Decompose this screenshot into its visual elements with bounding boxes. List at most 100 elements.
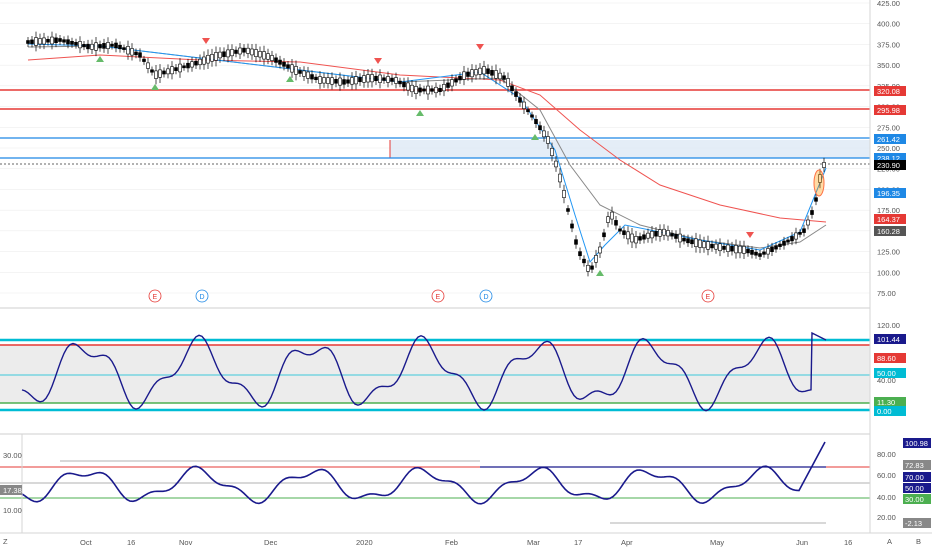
candle bbox=[502, 75, 506, 80]
candle bbox=[370, 74, 374, 83]
candle bbox=[70, 40, 74, 45]
candle bbox=[174, 67, 178, 71]
svg-text:88.60: 88.60 bbox=[877, 354, 896, 363]
candle bbox=[182, 65, 186, 69]
candle bbox=[406, 82, 410, 91]
candle bbox=[598, 246, 602, 254]
candle bbox=[26, 40, 30, 44]
candle bbox=[350, 77, 354, 85]
buy-signal-icon bbox=[151, 84, 159, 90]
candle bbox=[318, 76, 322, 84]
candle bbox=[82, 44, 86, 48]
candle bbox=[550, 148, 554, 156]
candle bbox=[518, 97, 522, 103]
candle bbox=[674, 234, 678, 239]
candle bbox=[574, 239, 578, 245]
candle bbox=[170, 66, 174, 75]
price-badge: 230.90 bbox=[874, 160, 906, 170]
osc2-badge: 50.00 bbox=[903, 483, 931, 493]
svg-text:11.30: 11.30 bbox=[877, 398, 895, 407]
candle bbox=[222, 51, 226, 57]
candle bbox=[34, 37, 38, 46]
candle bbox=[366, 74, 370, 83]
candle bbox=[738, 245, 742, 254]
candle bbox=[326, 77, 330, 84]
candle bbox=[142, 58, 146, 62]
price-axis[interactable]: 425.00400.00375.00350.00325.00300.00275.… bbox=[877, 0, 900, 298]
dividend-event-icon[interactable]: D bbox=[195, 289, 209, 303]
candle bbox=[278, 59, 282, 65]
candle bbox=[458, 75, 462, 81]
price-tick: 400.00 bbox=[877, 20, 900, 29]
candle bbox=[714, 243, 718, 250]
candle bbox=[486, 68, 490, 74]
osc2-tick: 40.00 bbox=[877, 493, 896, 502]
earnings-event-icon[interactable]: E bbox=[701, 289, 715, 303]
grid-lines bbox=[0, 2, 870, 294]
candle bbox=[118, 44, 122, 50]
candle bbox=[202, 56, 206, 65]
candle bbox=[54, 37, 58, 43]
highlight-ellipse bbox=[813, 169, 825, 197]
osc1-tick: 40.00 bbox=[877, 376, 896, 385]
price-tick: 100.00 bbox=[877, 268, 900, 277]
time-tick: Mar bbox=[527, 538, 540, 547]
candle bbox=[718, 243, 722, 252]
time-axis[interactable]: Oct 16 Nov Dec 2020 Feb Mar 17 Apr May Jun 16 bbox=[80, 538, 852, 547]
candle bbox=[90, 43, 94, 50]
time-tick: 16 bbox=[844, 538, 852, 547]
candle bbox=[742, 246, 746, 254]
candle bbox=[790, 236, 794, 242]
candle bbox=[122, 47, 126, 50]
candle bbox=[566, 208, 570, 212]
candle bbox=[618, 228, 622, 232]
osc2-left-tick: 30.00 bbox=[3, 451, 22, 460]
candle bbox=[642, 234, 646, 240]
candle bbox=[266, 53, 270, 60]
corner-label-left: Z bbox=[3, 537, 8, 546]
candle bbox=[498, 72, 502, 80]
sell-signal-icon bbox=[746, 232, 754, 238]
corner-label-a[interactable]: A bbox=[887, 537, 892, 546]
price-tick: 350.00 bbox=[877, 61, 900, 70]
candle bbox=[734, 245, 738, 254]
corner-label-b[interactable]: B bbox=[916, 537, 921, 546]
candle bbox=[822, 162, 826, 168]
buy-signal-icon bbox=[531, 134, 539, 140]
osc1-badge: 0.00 bbox=[874, 406, 906, 416]
candle bbox=[30, 39, 34, 44]
osc1-badge: 50.00 bbox=[874, 368, 906, 378]
candle bbox=[102, 43, 106, 49]
candle bbox=[582, 258, 586, 264]
osc2-axis[interactable]: 80.00 60.00 40.00 20.00 bbox=[877, 450, 896, 522]
osc2-left-axis: 30.00 17.38 10.00 bbox=[0, 451, 22, 515]
candle bbox=[754, 251, 758, 256]
candle bbox=[782, 240, 786, 246]
candle bbox=[150, 69, 154, 73]
candle bbox=[802, 228, 806, 233]
candle bbox=[334, 79, 338, 84]
candle bbox=[254, 49, 258, 57]
candle bbox=[246, 47, 250, 54]
candles bbox=[26, 31, 826, 277]
candle bbox=[682, 237, 686, 242]
dividend-event-icon[interactable]: D bbox=[479, 289, 493, 303]
earnings-event-icon[interactable]: E bbox=[431, 289, 445, 303]
candle bbox=[214, 52, 218, 61]
price-tick: 175.00 bbox=[877, 206, 900, 215]
svg-text:238.12: 238.12 bbox=[877, 154, 900, 163]
earnings-event-icon[interactable]: E bbox=[148, 289, 162, 303]
price-badge: 196.35 bbox=[874, 188, 906, 198]
osc2-badge: -2.13 bbox=[903, 518, 931, 528]
candle bbox=[562, 190, 566, 198]
svg-text:196.35: 196.35 bbox=[877, 189, 900, 198]
osc2-line bbox=[21, 441, 826, 505]
svg-text:320.08: 320.08 bbox=[877, 87, 900, 96]
oscillator-pane-2[interactable] bbox=[0, 441, 870, 524]
candle bbox=[610, 211, 614, 220]
oscillator-pane-1[interactable] bbox=[0, 331, 870, 412]
